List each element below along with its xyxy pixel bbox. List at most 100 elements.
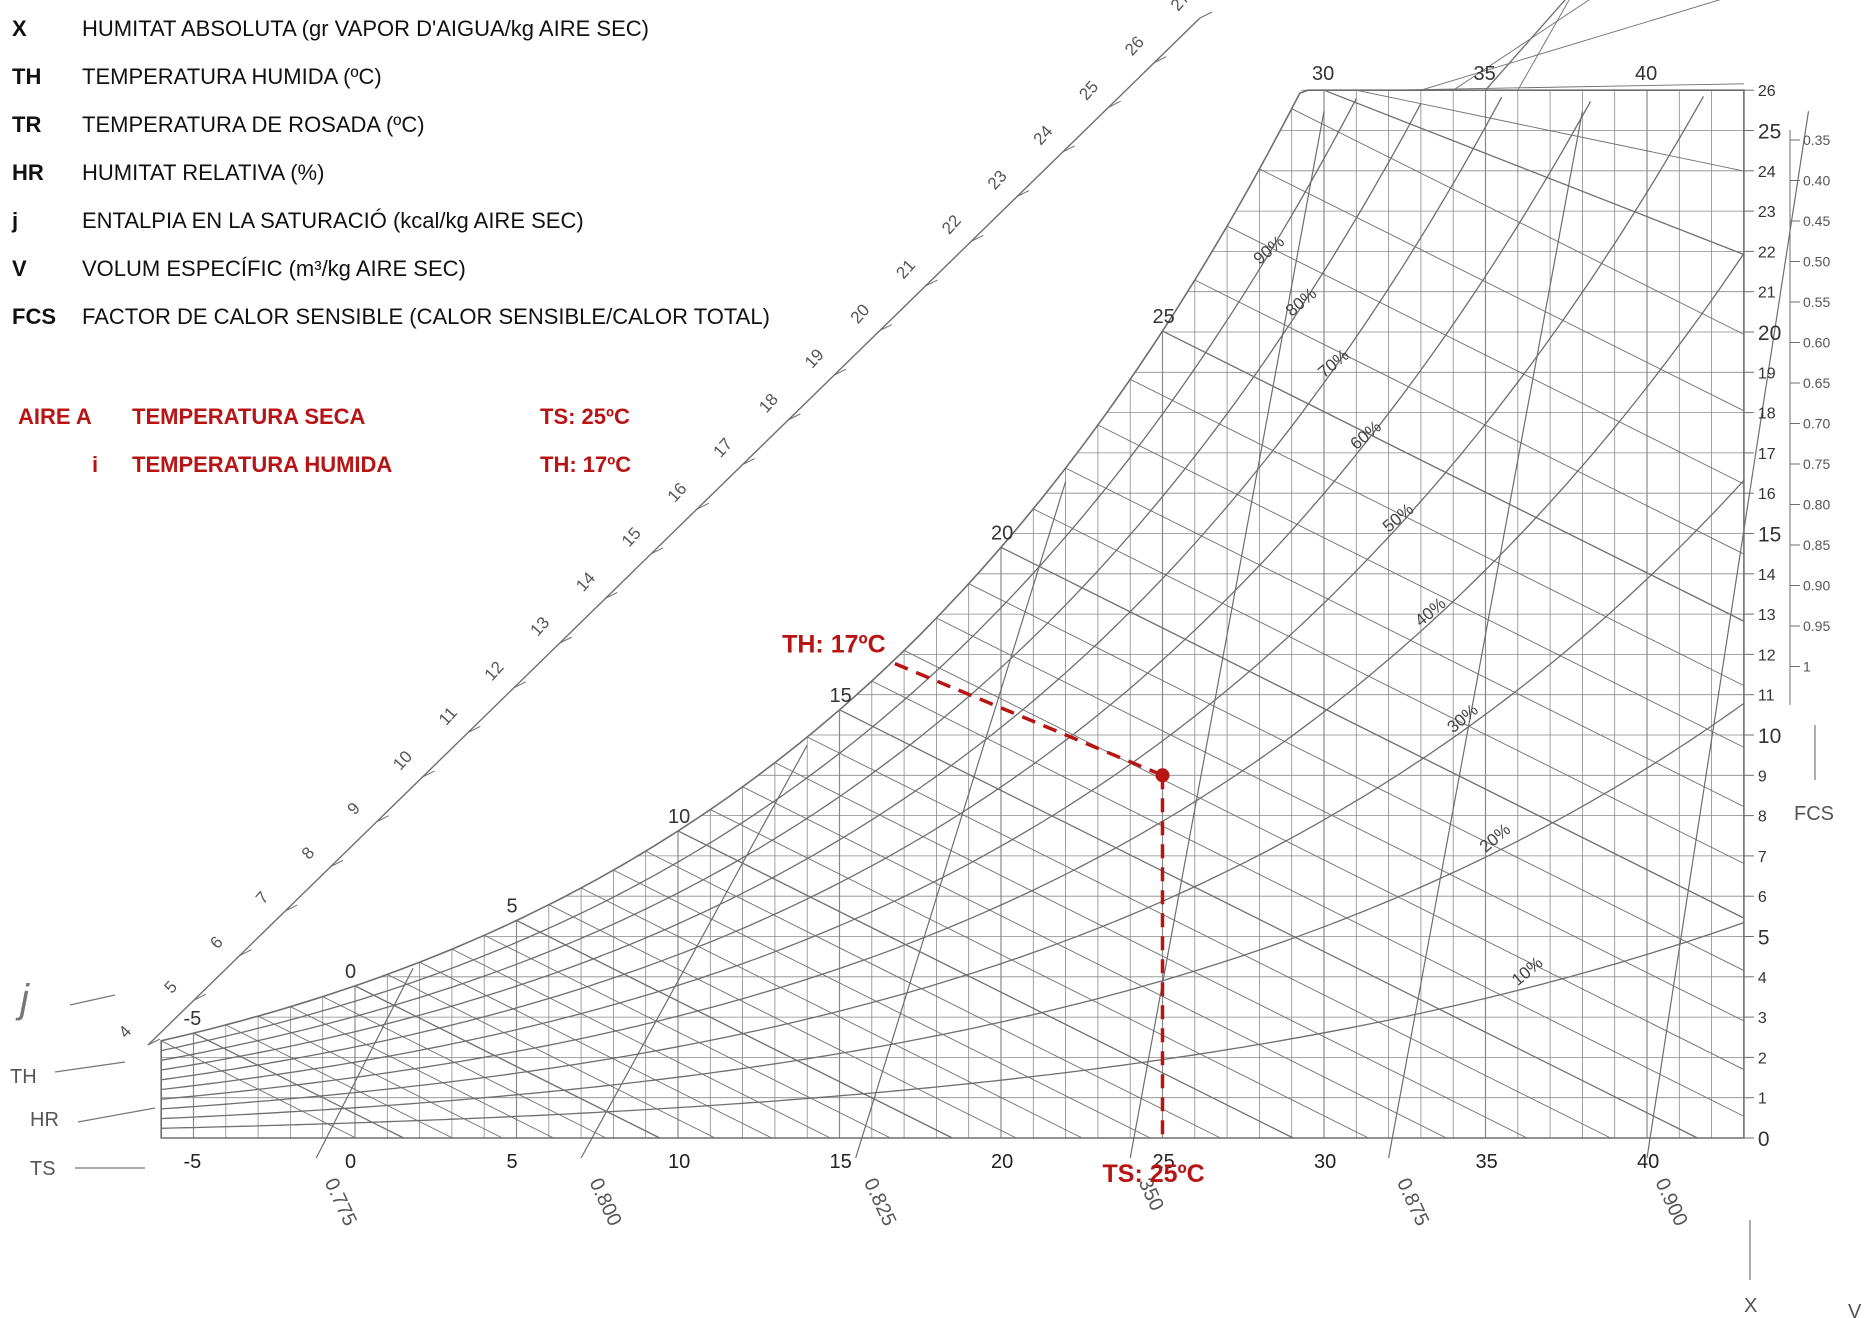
enthalpy-scale-label: 13 — [527, 613, 554, 640]
enthalpy-tick — [1108, 100, 1121, 108]
wet-bulb-line — [160, 1040, 357, 1139]
y-tick-label: 8 — [1758, 809, 1767, 826]
wet-bulb-line — [483, 934, 891, 1139]
y-tick-label: 20 — [1758, 322, 1781, 345]
x-tick-label: 30 — [1314, 1151, 1336, 1173]
top-temperature-label: 40 — [1635, 63, 1657, 85]
th-marker: TH — [10, 1066, 37, 1088]
air-state-prefix-2: i — [92, 452, 99, 477]
rh-curve — [161, 96, 1705, 1091]
wet-bulb-line — [677, 830, 1294, 1139]
wet-bulb-line — [645, 850, 1221, 1139]
air-state-label-2: TEMPERATURA HUMIDA — [132, 452, 393, 477]
x-marker: X — [1744, 1295, 1757, 1317]
legend-description: TEMPERATURA DE ROSADA (ºC) — [82, 112, 425, 137]
fcs-label: 0.40 — [1803, 173, 1830, 189]
marker-arrow — [77, 1107, 156, 1123]
wet-bulb-line — [871, 680, 1745, 1117]
enthalpy-scale-label: 25 — [1075, 77, 1102, 104]
wet-bulb-line — [1000, 546, 1745, 919]
wet-bulb-line — [193, 1032, 404, 1139]
wet-bulb-line — [968, 583, 1745, 971]
rh-curve — [161, 702, 1745, 1120]
wet-bulb-label: -5 — [184, 1008, 202, 1030]
hr-marker: HR — [30, 1109, 59, 1131]
enthalpy-tick — [1199, 11, 1213, 19]
enthalpy-scale-label: 9 — [344, 799, 364, 819]
y-tick-label: 23 — [1758, 204, 1776, 221]
fcs-label: 0.75 — [1803, 456, 1830, 472]
fcs-label: 0.35 — [1803, 132, 1830, 148]
enthalpy-scale — [147, 17, 1201, 1046]
enthalpy-tick — [193, 993, 206, 1001]
y-tick-label: 24 — [1758, 164, 1776, 181]
enthalpy-scale-label: 18 — [755, 390, 782, 417]
y-tick-label: 2 — [1758, 1050, 1767, 1067]
fcs-label: 0.50 — [1803, 254, 1830, 270]
enthalpy-tick — [788, 413, 801, 421]
wet-bulb-line — [322, 996, 607, 1139]
enthalpy-tick — [925, 279, 938, 287]
rh-curve — [161, 103, 1422, 1061]
wet-bulb-line — [1129, 378, 1745, 687]
fcs-label: 0.90 — [1803, 578, 1830, 594]
enthalpy-scale-label: 27 — [1167, 0, 1194, 15]
j-marker: j — [15, 977, 30, 1021]
specific-volume-label: 0.825 — [859, 1175, 900, 1230]
x-tick-label: 40 — [1637, 1151, 1659, 1173]
top-temperature-label: 35 — [1474, 63, 1496, 85]
rh-label: 50% — [1379, 500, 1417, 536]
wet-bulb-label: 0 — [345, 961, 356, 983]
enthalpy-tick — [650, 547, 664, 555]
enthalpy-scale-label: 22 — [938, 211, 965, 238]
y-tick-label: 4 — [1758, 970, 1767, 987]
fcs-label: 0.85 — [1803, 537, 1830, 553]
enthalpy-scale-label: 12 — [481, 658, 508, 685]
wet-bulb-line — [774, 762, 1528, 1139]
rh-curve — [161, 98, 1357, 1052]
y-tick-label: 7 — [1758, 849, 1767, 866]
y-tick-label: 26 — [1758, 83, 1776, 100]
wet-bulb-line — [1162, 330, 1745, 622]
enthalpy-tick — [330, 859, 344, 867]
specific-volume-label: 0.875 — [1392, 1175, 1433, 1230]
enthalpy-scale-label: 16 — [664, 479, 691, 506]
rh-curve — [161, 101, 1592, 1081]
enthalpy-scale-label: 23 — [984, 167, 1011, 194]
legend-code: V — [12, 256, 27, 281]
wet-bulb-line — [903, 650, 1745, 1070]
top-temperature-label: 30 — [1312, 63, 1334, 85]
x-tick-label: 15 — [830, 1151, 852, 1173]
fcs-label: 0.45 — [1803, 213, 1830, 229]
fcs-label: 0.65 — [1803, 375, 1830, 391]
fcs-label: 0.60 — [1803, 335, 1830, 351]
wet-bulb-label: 10 — [668, 806, 690, 828]
wet-bulb-line — [1452, 0, 1590, 91]
rh-label: 60% — [1347, 417, 1385, 453]
enthalpy-scale-label: 21 — [892, 256, 919, 283]
fcs-label: 1 — [1803, 659, 1811, 675]
y-tick-label: 6 — [1758, 889, 1767, 906]
wet-bulb-line — [1065, 467, 1745, 808]
v-marker: V — [1848, 1301, 1862, 1318]
enthalpy-scale-label: 6 — [206, 933, 226, 953]
wet-bulb-line — [1097, 424, 1745, 748]
legend-description: HUMITAT RELATIVA (%) — [82, 160, 325, 185]
y-tick-label: 13 — [1758, 607, 1776, 624]
wet-bulb-line — [1420, 0, 1721, 91]
rh-curve — [161, 253, 1745, 1100]
specific-volume-label: 0.775 — [320, 1175, 361, 1230]
enthalpy-scale-label: 24 — [1030, 122, 1057, 149]
wet-bulb-line — [387, 974, 716, 1139]
enthalpy-tick — [513, 681, 527, 689]
chart-lines — [54, 0, 1816, 1280]
enthalpy-scale-label: 20 — [847, 300, 874, 327]
wet-bulb-line — [1323, 89, 1745, 256]
wet-bulb-line — [354, 985, 661, 1139]
enthalpy-tick — [1016, 190, 1030, 198]
y-tick-label: 19 — [1758, 365, 1776, 382]
rh-label: 40% — [1411, 594, 1449, 630]
wet-bulb-label: 15 — [830, 685, 852, 707]
enthalpy-scale-label: 8 — [298, 843, 318, 863]
y-tick-label: 25 — [1758, 121, 1781, 144]
